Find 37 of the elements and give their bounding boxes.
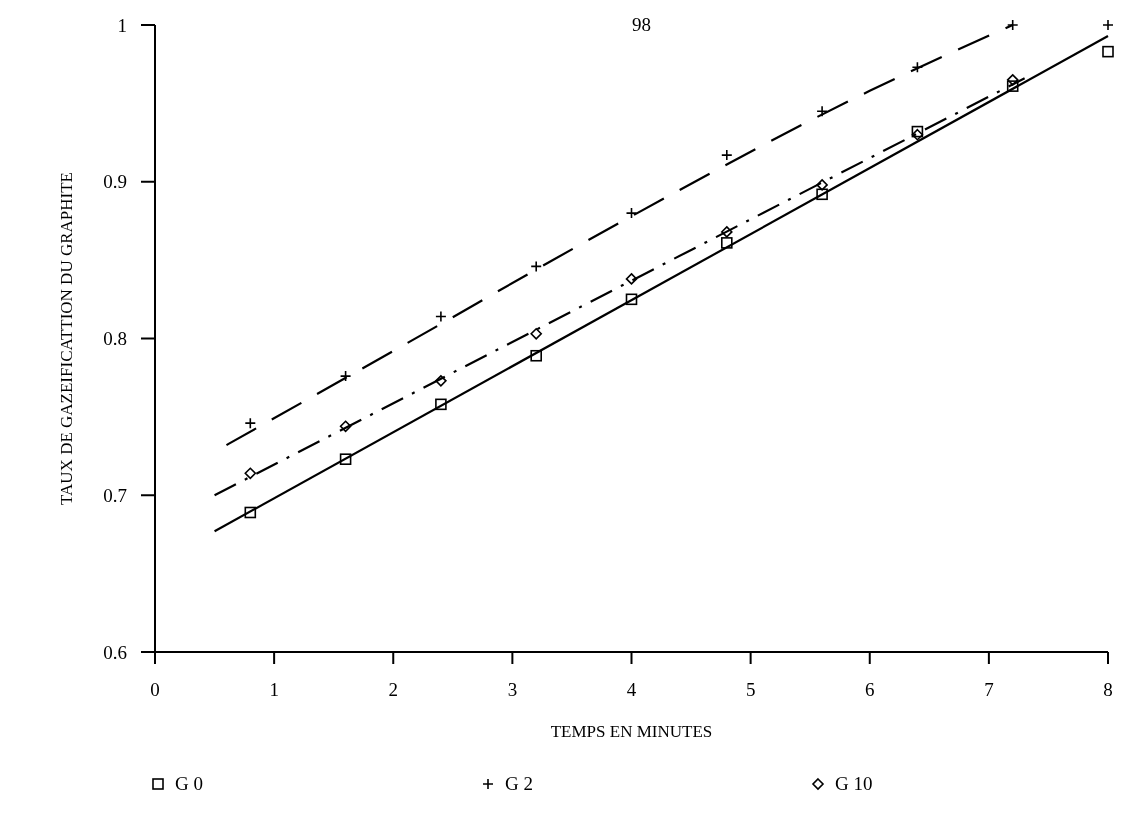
x-tick-label: 1 [269,679,279,700]
point [244,467,257,480]
x-tick-label: 0 [150,679,160,700]
legend-label: G 10 [835,773,873,794]
point [339,453,352,465]
x-tick-label: 5 [745,679,756,700]
x-axis-title: TEMPS EN MINUTES [550,722,713,741]
y-tick-label: 0.7 [103,484,127,506]
y-axis-title: TAUX DE GAZEIFICATTION DU GRAPHITE [57,172,76,505]
point [530,349,542,362]
x-tick-label: 8 [1103,679,1113,700]
point [625,293,638,306]
point [721,237,733,249]
y-tick-label: 0.9 [103,171,127,193]
legend-label: G 2 [505,773,533,794]
point [339,420,352,433]
point [435,375,447,387]
point [625,273,638,285]
point [530,328,542,340]
x-tick-label: 3 [507,679,518,700]
point [244,506,257,519]
x-tick-label: 4 [626,679,637,700]
point [1102,45,1114,58]
y-tick-label: 0.8 [103,328,127,350]
point [721,226,733,238]
y-tick-label: 1 [117,14,127,36]
point [435,398,447,411]
y-tick-label: 0.6 [103,641,127,663]
point [816,188,828,201]
point [1006,80,1019,92]
x-tick-label: 7 [984,679,994,700]
point [1006,74,1019,86]
x-tick-label: 6 [865,679,875,700]
point [816,179,828,191]
annotation: 98 [632,14,651,35]
x-tick-label: 2 [388,679,398,700]
legend-label: G 0 [175,773,203,794]
